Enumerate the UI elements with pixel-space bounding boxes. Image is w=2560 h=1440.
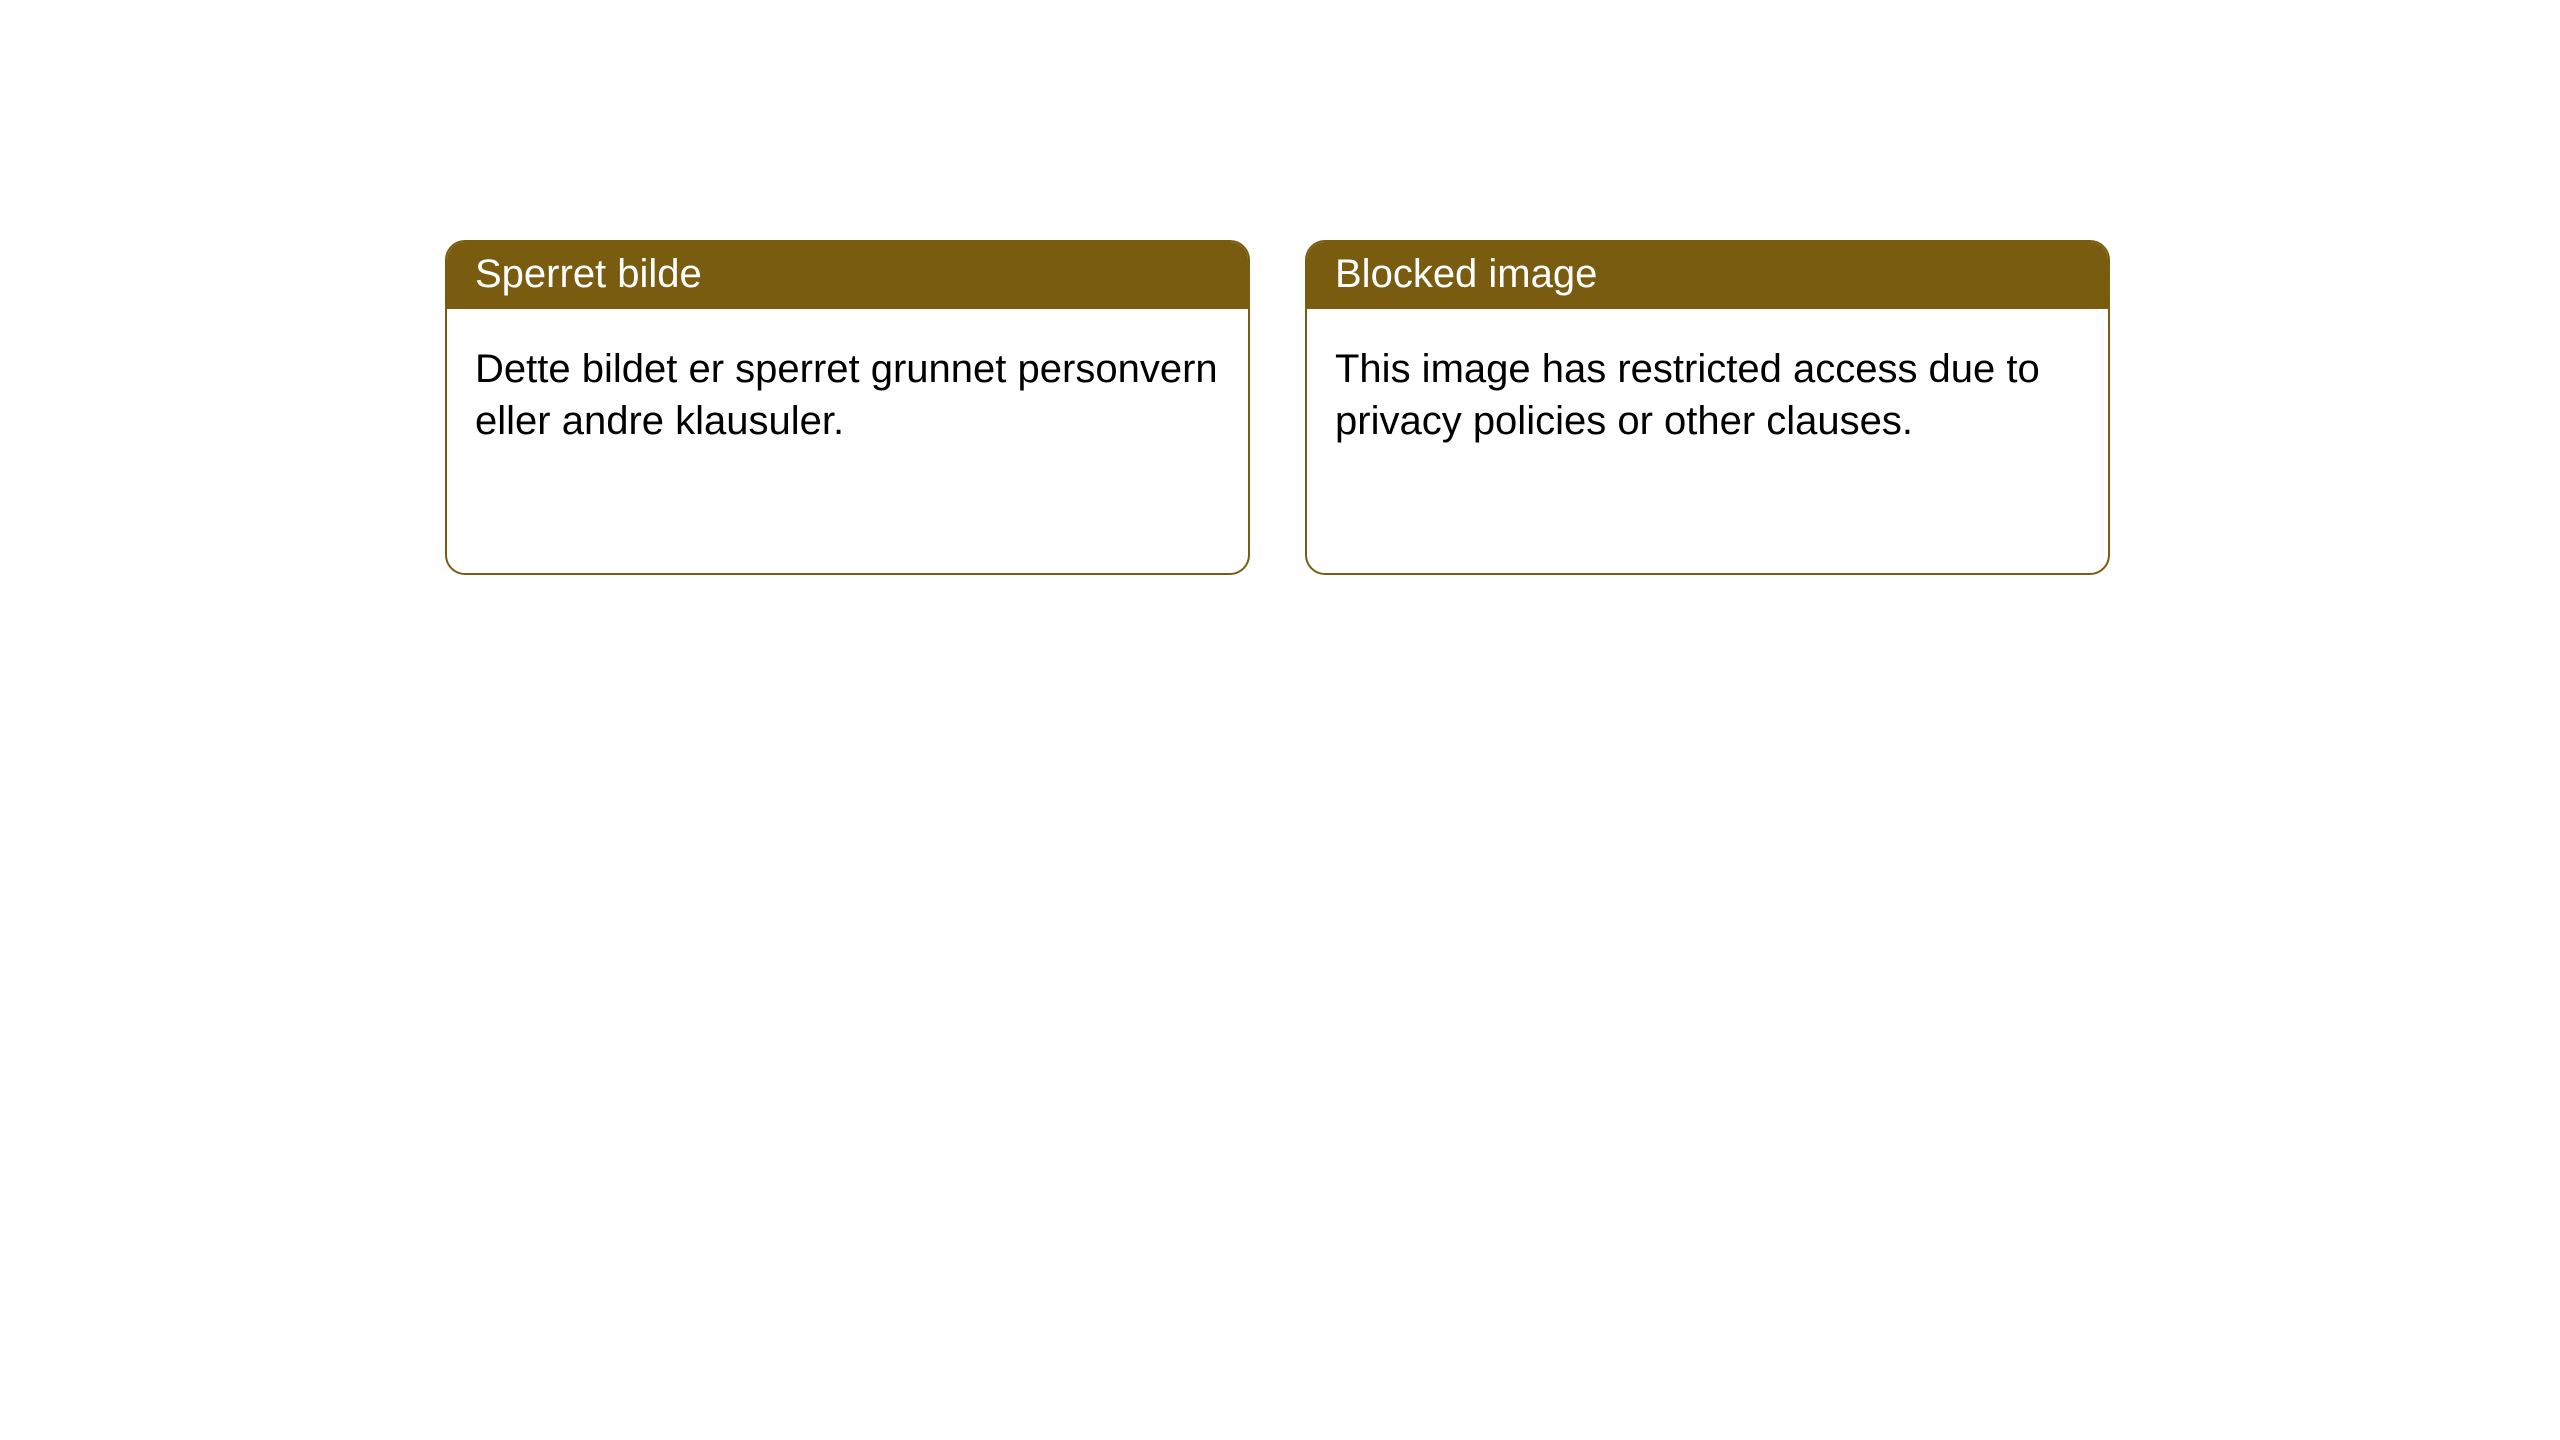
notice-title-norwegian: Sperret bilde — [447, 242, 1248, 309]
notice-title-english: Blocked image — [1307, 242, 2108, 309]
notice-box-english: Blocked image This image has restricted … — [1305, 240, 2110, 575]
notice-body-english: This image has restricted access due to … — [1307, 309, 2108, 481]
notice-box-norwegian: Sperret bilde Dette bildet er sperret gr… — [445, 240, 1250, 575]
notice-container: Sperret bilde Dette bildet er sperret gr… — [445, 240, 2560, 575]
notice-body-norwegian: Dette bildet er sperret grunnet personve… — [447, 309, 1248, 481]
